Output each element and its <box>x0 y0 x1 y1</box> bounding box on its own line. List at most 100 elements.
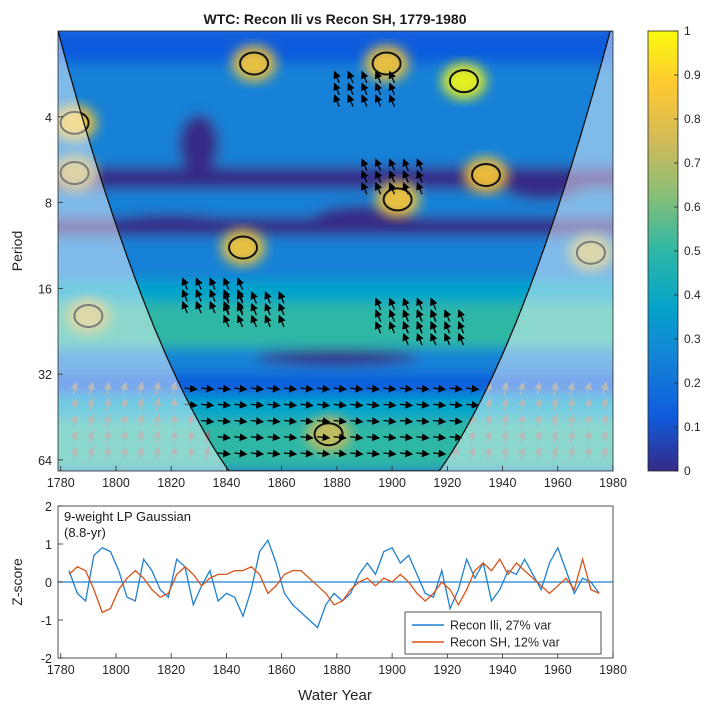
colorbar-tick-label: 0.5 <box>684 244 701 258</box>
phase-arrow <box>209 300 217 314</box>
bottom-y-axis-label: Z-score <box>9 558 25 606</box>
phase-arrow <box>443 309 452 322</box>
phase-arrow <box>567 446 576 460</box>
heatmap-band <box>58 134 613 167</box>
phase-arrow <box>534 413 543 428</box>
phase-arrow <box>333 400 347 409</box>
phase-arrow <box>350 384 364 393</box>
phase-arrow <box>388 309 396 322</box>
significant-region-glow <box>568 234 613 271</box>
phase-arrow <box>399 400 414 409</box>
significant-region-glow <box>232 45 277 82</box>
phase-arrow <box>361 70 369 84</box>
phase-arrow <box>584 413 592 428</box>
phase-arrow <box>186 446 195 460</box>
legend-box <box>404 611 602 655</box>
phase-arrow <box>120 413 128 428</box>
bottom-x-tick-label: 1820 <box>157 663 185 677</box>
bottom-y-tick-label: -1 <box>41 614 52 628</box>
phase-arrow <box>468 430 476 444</box>
phase-arrow <box>501 430 510 444</box>
phase-arrow <box>484 381 493 395</box>
bottom-x-tick-label: 1920 <box>433 663 461 677</box>
colorbar-tick-label: 0.3 <box>684 332 701 346</box>
phase-arrow <box>402 181 410 195</box>
phase-arrow <box>468 446 476 460</box>
phase-arrow <box>366 417 381 425</box>
phase-arrow <box>103 397 112 411</box>
phase-arrow <box>217 384 231 393</box>
phase-arrow <box>278 314 286 328</box>
top-y-tick-label: 8 <box>45 197 52 211</box>
phase-arrow <box>234 433 248 442</box>
phase-arrow <box>103 413 112 428</box>
phase-arrow <box>217 417 231 425</box>
phase-arrow <box>399 433 414 442</box>
phase-arrow <box>333 433 347 442</box>
phase-arrow <box>361 82 369 95</box>
phase-arrow <box>136 413 145 428</box>
top-x-tick-label: 1780 <box>47 476 75 490</box>
heatmap-patch <box>256 349 417 366</box>
phase-arrow <box>430 321 438 334</box>
top-x-tick-label: 1840 <box>213 476 241 490</box>
phase-arrow <box>136 397 145 411</box>
phase-arrow <box>374 181 383 195</box>
phase-arrow <box>283 433 298 442</box>
phase-arrow <box>333 94 341 107</box>
phase-arrow <box>300 449 314 458</box>
phase-arrow <box>388 70 396 84</box>
phase-arrow <box>433 449 447 458</box>
phase-arrow <box>136 446 145 460</box>
phase-arrow <box>374 158 383 171</box>
phase-arrow <box>374 321 383 334</box>
phase-arrow <box>209 277 217 290</box>
bottom-x-tick-label: 1860 <box>268 663 296 677</box>
phase-arrow <box>383 384 397 393</box>
phase-arrow <box>600 413 609 428</box>
phase-arrow <box>250 314 258 328</box>
phase-arrow <box>350 400 364 409</box>
significance-contour <box>59 110 90 135</box>
top-x-tick-label: 1880 <box>323 476 351 490</box>
phase-arrow <box>517 381 526 395</box>
phase-arrow <box>416 297 424 310</box>
phase-arrow <box>300 417 314 425</box>
colorbar-tick-label: 0.4 <box>684 288 701 302</box>
phase-arrow <box>283 384 298 393</box>
phase-arrow <box>443 332 452 346</box>
phase-arrow <box>388 82 396 95</box>
phase-arrow <box>416 181 424 195</box>
heatmap-band <box>58 96 613 135</box>
bottom-y-tick-label: -2 <box>41 652 52 666</box>
phase-arrow <box>449 400 463 409</box>
phase-arrow <box>399 384 414 393</box>
phase-arrow <box>234 449 248 458</box>
significant-region-glow <box>364 45 409 82</box>
phase-arrow <box>416 384 430 393</box>
top-axes-box <box>57 30 614 472</box>
phase-arrow <box>209 289 217 302</box>
phase-arrow <box>551 397 559 411</box>
phase-arrow <box>250 433 265 442</box>
phase-arrow <box>317 417 331 425</box>
phase-arrow <box>317 449 331 458</box>
phase-arrow <box>201 417 215 425</box>
phase-arrow <box>217 400 231 409</box>
phase-arrow <box>484 397 493 411</box>
phase-arrow <box>443 321 452 334</box>
phase-arrow <box>374 70 383 84</box>
phase-arrow <box>402 309 410 322</box>
phase-arrow <box>374 297 383 310</box>
phase-arrow <box>300 400 314 409</box>
phase-arrow <box>501 446 510 460</box>
bottom-x-tick-label: 1940 <box>489 663 517 677</box>
phase-arrow <box>250 417 265 425</box>
wavelet-coherence-plot <box>58 31 613 471</box>
phase-arrow <box>264 291 272 304</box>
phase-arrow <box>70 397 79 411</box>
phase-arrow <box>416 449 430 458</box>
phase-arrow <box>236 277 245 290</box>
filter-annotation: 9-weight LP Gaussian (8.8-yr) <box>64 509 191 540</box>
significant-region-glow <box>66 297 111 334</box>
